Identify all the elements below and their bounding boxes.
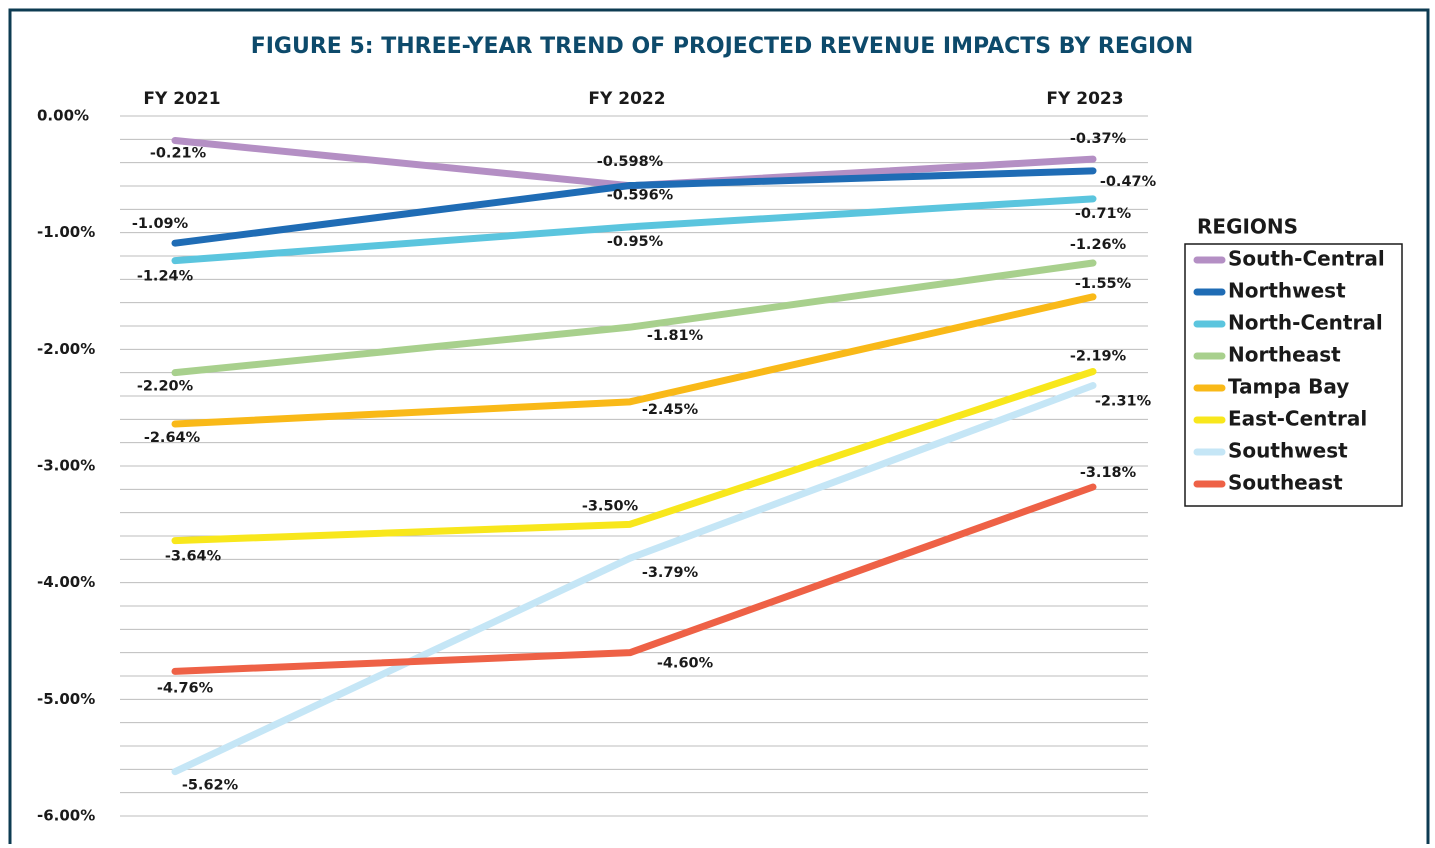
legend-label: Southeast [1228,471,1343,495]
legend-label: East-Central [1228,407,1367,431]
y-tick-label: -6.00% [37,807,95,825]
data-label: -0.21% [150,146,207,162]
data-label: -1.81% [647,328,704,344]
chart-title: FIGURE 5: THREE-YEAR TREND OF PROJECTED … [251,34,1194,59]
data-label: -3.64% [165,549,222,565]
y-tick-label: -3.00% [37,457,95,475]
data-label: -0.95% [607,234,664,250]
data-label: -1.55% [1075,276,1132,292]
data-label: -1.09% [132,216,189,232]
data-label: -2.45% [642,402,699,418]
y-tick-label: -5.00% [37,690,95,708]
data-label: -2.20% [137,379,194,395]
series-line [171,195,1097,265]
frame [8,8,1430,848]
data-label: -1.26% [1070,237,1127,253]
y-tick-label: -1.00% [37,223,95,241]
series-line [171,167,1097,247]
data-label: -0.47% [1100,174,1157,190]
legend-label: South-Central [1228,247,1385,271]
series-line [171,368,1097,545]
data-label: -5.62% [182,778,239,794]
legend-label: North-Central [1228,311,1383,335]
data-label: -0.598% [597,154,664,170]
data-label: -3.18% [1080,465,1137,481]
legend-label: Southwest [1228,439,1348,463]
series-line [171,483,1097,675]
data-label: -0.596% [607,188,674,204]
legend-title: REGIONS [1197,215,1298,239]
x-tick-label: FY 2021 [143,89,220,109]
data-label: -2.64% [144,430,201,446]
legend-label: Tampa Bay [1228,375,1349,399]
data-label: -0.71% [1075,206,1132,222]
data-label: -3.79% [642,565,699,581]
data-label: -3.50% [582,498,639,514]
x-tick-label: FY 2023 [1046,89,1123,109]
legend-box [1184,243,1403,507]
x-tick-label: FY 2022 [588,89,665,109]
legend-label: Northwest [1228,279,1346,303]
y-tick-label: 0.00% [37,107,89,125]
data-label: -2.31% [1095,394,1152,410]
legend-label: Northeast [1228,343,1341,367]
series-line [171,293,1097,428]
data-label: -4.60% [657,656,714,672]
y-tick-label: -2.00% [37,340,95,358]
data-label: -1.24% [137,269,194,285]
data-label: -4.76% [157,680,214,696]
series-line [171,382,1097,776]
data-label: -2.19% [1070,349,1127,365]
data-label: -0.37% [1070,131,1127,147]
series-line [171,259,1097,377]
y-tick-label: -4.00% [37,573,95,591]
